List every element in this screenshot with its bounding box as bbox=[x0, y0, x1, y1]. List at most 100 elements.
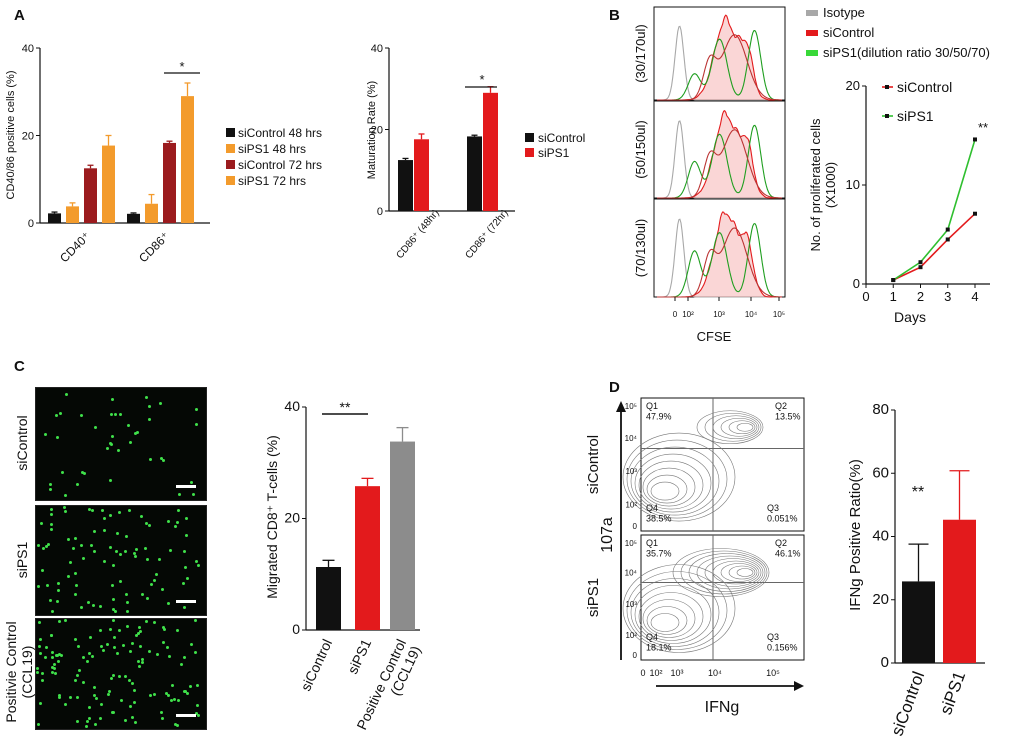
cell-dot bbox=[175, 521, 179, 525]
b-line-x-tick-label: 1 bbox=[890, 289, 897, 304]
d-flow-y-tick-label: 10³ bbox=[625, 600, 637, 609]
a2-legend-swatch bbox=[525, 133, 534, 142]
cell-dot bbox=[80, 470, 84, 474]
cell-dot bbox=[176, 698, 180, 702]
cell-dot bbox=[107, 693, 111, 697]
cell-dot bbox=[50, 651, 54, 655]
a1-x-tick-label: CD40⁺ bbox=[57, 229, 93, 265]
cell-dot bbox=[41, 546, 45, 550]
cell-dot bbox=[109, 677, 113, 681]
cell-dot bbox=[141, 661, 145, 664]
cell-dot bbox=[57, 582, 61, 586]
a1-y-tick-label: 0 bbox=[28, 218, 34, 230]
b-hist-x-tick-label: 10⁵ bbox=[773, 310, 785, 319]
cell-dot bbox=[168, 655, 172, 659]
d-contour-ring bbox=[680, 550, 768, 595]
cell-dot bbox=[85, 719, 89, 723]
cell-dot bbox=[37, 585, 41, 589]
b-legend-label: siControl bbox=[823, 25, 874, 40]
d-contour-ring bbox=[634, 585, 712, 644]
cell-dot bbox=[108, 545, 112, 549]
cell-dot bbox=[87, 716, 91, 720]
d-bar-y-tick-label: 40 bbox=[872, 528, 889, 545]
cell-dot bbox=[149, 693, 153, 697]
a1-legend-swatch bbox=[226, 160, 235, 169]
a1-y-label: CD40/86 positive cells (%) bbox=[5, 71, 17, 200]
d-contour-ring bbox=[728, 420, 756, 435]
cell-dot bbox=[152, 620, 156, 624]
panel-letter-b: B bbox=[609, 7, 620, 24]
cell-dot bbox=[133, 552, 137, 556]
cell-dot bbox=[82, 557, 86, 561]
cell-dot bbox=[126, 609, 130, 613]
c-bar bbox=[390, 441, 415, 630]
a1-bar bbox=[145, 203, 158, 223]
cell-dot bbox=[111, 564, 115, 568]
cell-dot bbox=[183, 655, 187, 659]
d-flow-y-tick-label: 10⁵ bbox=[625, 402, 637, 411]
cell-dot bbox=[77, 644, 81, 648]
cell-dot bbox=[39, 638, 43, 642]
cell-dot bbox=[37, 543, 41, 547]
d-contour-ring bbox=[720, 417, 758, 437]
cell-dot bbox=[177, 509, 181, 513]
cell-dot bbox=[112, 673, 116, 677]
b-line-point bbox=[973, 211, 977, 216]
d-flow-y-tick-label: 0 bbox=[633, 651, 638, 660]
cell-dot bbox=[109, 628, 113, 632]
cell-dot bbox=[69, 561, 73, 565]
d-contour-ring bbox=[622, 564, 736, 653]
d-contour-ring bbox=[626, 439, 728, 519]
cell-dot bbox=[189, 480, 193, 484]
c-bar bbox=[316, 567, 341, 630]
cell-dot bbox=[145, 522, 149, 526]
a1-bar bbox=[84, 168, 97, 223]
b-hist-x-tick-label: 10² bbox=[682, 310, 694, 319]
b-hist-x-label: CFSE bbox=[697, 329, 732, 344]
b-line-legend-label: siPS1 bbox=[897, 108, 934, 124]
cell-dot bbox=[46, 583, 50, 587]
d-flow-y-tick-label: 10⁴ bbox=[625, 434, 638, 443]
a1-legend-label: siControl 48 hrs bbox=[238, 126, 322, 140]
cell-dot bbox=[91, 654, 95, 658]
a2-x-tick-label: CD86⁺ (72hr) bbox=[463, 208, 510, 261]
b-line-point bbox=[891, 278, 896, 283]
d-flow-row-label: siControl bbox=[585, 435, 602, 494]
d-contour-ring bbox=[630, 578, 720, 647]
cell-dot bbox=[102, 559, 106, 563]
cell-dot bbox=[149, 583, 153, 587]
d-flow-y-tick-label: 10⁵ bbox=[625, 539, 637, 548]
d-contour-ring bbox=[704, 412, 762, 442]
b-hist-x-tick-label: 0 bbox=[673, 310, 678, 319]
b-legend-swatch bbox=[806, 30, 818, 36]
cell-dot bbox=[116, 651, 120, 655]
cell-dot bbox=[38, 645, 42, 648]
a2-y-tick-label: 40 bbox=[371, 43, 383, 55]
cell-dot bbox=[186, 577, 190, 581]
c-y-tick-label: 40 bbox=[284, 398, 300, 414]
a1-bar bbox=[163, 142, 176, 223]
cell-dot bbox=[93, 722, 97, 726]
cell-dot bbox=[113, 610, 117, 613]
cell-dot bbox=[54, 653, 58, 657]
panel-letter-c: C bbox=[14, 358, 25, 375]
cell-dot bbox=[58, 695, 62, 699]
d-flow-x-tick-label: 10² bbox=[649, 668, 662, 678]
panel-letter-d: D bbox=[609, 379, 620, 396]
cell-dot bbox=[117, 628, 121, 632]
cell-dot bbox=[44, 656, 48, 660]
a2-x-tick-label: CD86⁺ (48hr) bbox=[394, 208, 441, 261]
b-line-y-tick-label: 0 bbox=[853, 276, 860, 291]
scale-bar bbox=[176, 714, 196, 717]
cell-dot bbox=[61, 471, 65, 475]
cell-dot bbox=[144, 547, 148, 551]
cell-dot bbox=[190, 643, 194, 647]
cell-dot bbox=[51, 666, 55, 670]
d-bar-x-tick-label: siPS1 bbox=[936, 669, 969, 717]
cell-dot bbox=[141, 593, 145, 597]
a2-sig-star: * bbox=[479, 72, 484, 87]
c-x-tick-label: siPS1 bbox=[344, 636, 374, 676]
cell-dot bbox=[125, 624, 129, 628]
d-x-arrow-head bbox=[794, 681, 804, 691]
cell-dot bbox=[147, 650, 151, 654]
